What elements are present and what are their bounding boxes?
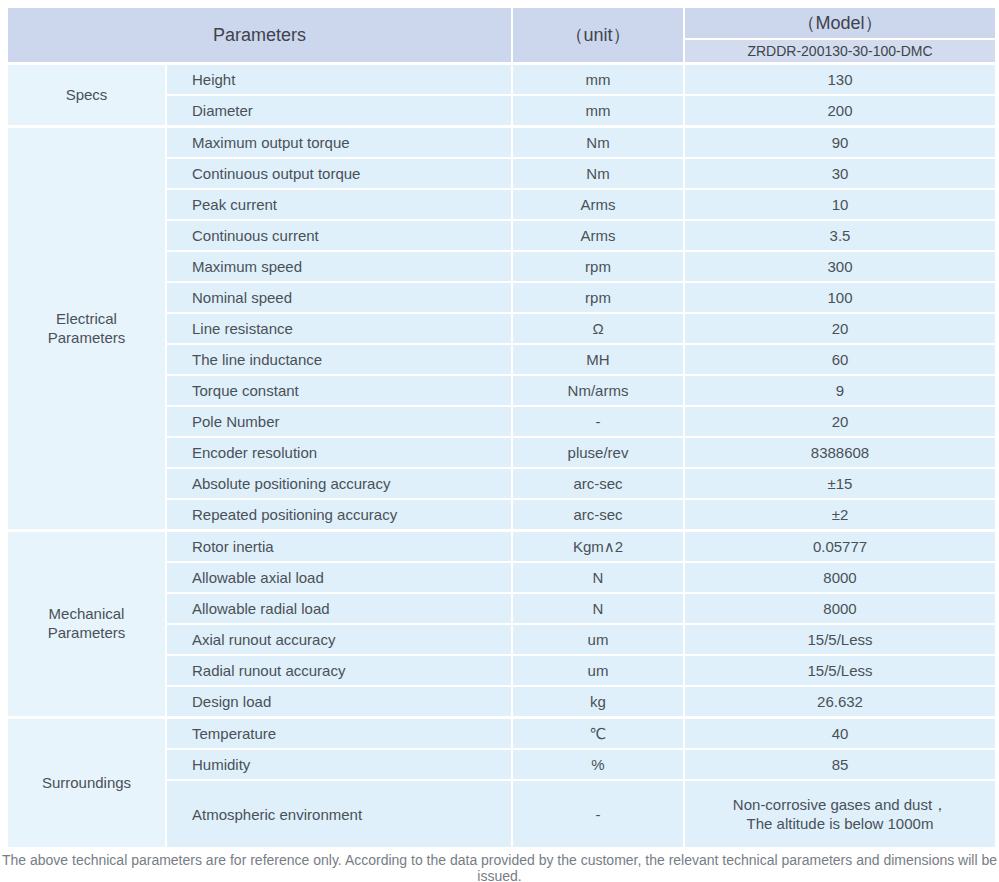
parameter-name: Allowable radial load xyxy=(167,594,511,623)
parameter-value: ±15 xyxy=(685,469,995,498)
parameter-value: 9 xyxy=(685,376,995,405)
parameter-unit: um xyxy=(513,625,683,654)
parameter-name: Maximum speed xyxy=(167,252,511,281)
parameter-name: Height xyxy=(167,65,511,94)
parameter-unit: arc-sec xyxy=(513,469,683,498)
parameter-unit: Arms xyxy=(513,221,683,250)
parameter-value: 20 xyxy=(685,407,995,436)
parameter-value: 10 xyxy=(685,190,995,219)
header-parameters: Parameters xyxy=(8,8,511,62)
parameter-name: The line inductance xyxy=(167,345,511,374)
parameter-name: Radial runout accuracy xyxy=(167,656,511,685)
parameter-unit: mm xyxy=(513,96,683,125)
parameter-unit: kg xyxy=(513,687,683,716)
parameter-value: 90 xyxy=(685,128,995,157)
table-section: SurroundingsTemperature℃40 Humidity%85 Atm… xyxy=(8,719,995,847)
parameter-name: Design load xyxy=(167,687,511,716)
parameter-value: 15/5/Less xyxy=(685,625,995,654)
parameter-value: 60 xyxy=(685,345,995,374)
table-section: SpecsHeightmm130 Diametermm200 xyxy=(8,65,995,125)
parameter-name: Diameter xyxy=(167,96,511,125)
group-label: Specs xyxy=(8,65,165,125)
parameter-unit: Kgm∧2 xyxy=(513,532,683,561)
parameter-name: Torque constant xyxy=(167,376,511,405)
parameter-unit: rpm xyxy=(513,283,683,312)
parameter-name: Line resistance xyxy=(167,314,511,343)
parameter-unit: Arms xyxy=(513,190,683,219)
group-label: Mechanical Parameters xyxy=(8,532,165,716)
parameter-unit: mm xyxy=(513,65,683,94)
parameter-name: Peak current xyxy=(167,190,511,219)
header-model-code: ZRDDR-200130-30-100-DMC xyxy=(685,40,995,62)
parameter-value: 26.632 xyxy=(685,687,995,716)
parameter-value: 20 xyxy=(685,314,995,343)
table-section: Electrical ParametersMaximum output torq… xyxy=(8,128,995,529)
table-header: Parameters （unit） （Model） ZRDDR-200130-3… xyxy=(8,8,995,62)
parameter-name: Continuous output torque xyxy=(167,159,511,188)
parameter-name: Atmospheric environment xyxy=(167,781,511,847)
parameter-unit: N xyxy=(513,563,683,592)
parameter-unit: um xyxy=(513,656,683,685)
parameter-unit: N xyxy=(513,594,683,623)
parameter-name: Repeated positioning accuracy xyxy=(167,500,511,529)
parameter-name: Axial runout accuracy xyxy=(167,625,511,654)
parameter-value: 8000 xyxy=(685,563,995,592)
parameter-unit: - xyxy=(513,781,683,847)
parameter-value: 30 xyxy=(685,159,995,188)
parameter-unit: Ω xyxy=(513,314,683,343)
parameter-unit: Nm/arms xyxy=(513,376,683,405)
parameter-unit: Nm xyxy=(513,128,683,157)
group-label: Surroundings xyxy=(8,719,165,847)
parameter-value: 8000 xyxy=(685,594,995,623)
parameter-value: 85 xyxy=(685,750,995,779)
parameter-value: ±2 xyxy=(685,500,995,529)
parameter-name: Maximum output torque xyxy=(167,128,511,157)
parameter-unit: arc-sec xyxy=(513,500,683,529)
parameter-value: 300 xyxy=(685,252,995,281)
parameter-name: Rotor inertia xyxy=(167,532,511,561)
parameter-unit: rpm xyxy=(513,252,683,281)
table-body: SpecsHeightmm130 Diametermm200 Electrical … xyxy=(8,65,995,847)
parameter-unit: MH xyxy=(513,345,683,374)
parameter-unit: Nm xyxy=(513,159,683,188)
parameter-value: 200 xyxy=(685,96,995,125)
header-model: （Model） xyxy=(685,8,995,38)
parameter-value: Non-corrosive gases and dust， The altitu… xyxy=(685,781,995,847)
parameter-name: Encoder resolution xyxy=(167,438,511,467)
parameter-name: Pole Number xyxy=(167,407,511,436)
parameter-unit: % xyxy=(513,750,683,779)
parameter-name: Temperature xyxy=(167,719,511,748)
group-label: Electrical Parameters xyxy=(8,128,165,529)
header-unit: （unit） xyxy=(513,8,683,62)
parameter-value: 8388608 xyxy=(685,438,995,467)
parameter-value: 100 xyxy=(685,283,995,312)
table-section: Mechanical ParametersRotor inertiaKgm∧20… xyxy=(8,532,995,716)
parameter-value: 130 xyxy=(685,65,995,94)
parameter-name: Humidity xyxy=(167,750,511,779)
spec-table: Parameters （unit） （Model） ZRDDR-200130-3… xyxy=(8,8,995,847)
parameter-value: 40 xyxy=(685,719,995,748)
parameter-unit: pluse/rev xyxy=(513,438,683,467)
parameter-unit: - xyxy=(513,407,683,436)
parameter-value: 15/5/Less xyxy=(685,656,995,685)
footer-note: The above technical parameters are for r… xyxy=(0,852,999,882)
parameter-value: 3.5 xyxy=(685,221,995,250)
parameter-name: Continuous current xyxy=(167,221,511,250)
parameter-unit: ℃ xyxy=(513,719,683,748)
parameter-name: Allowable axial load xyxy=(167,563,511,592)
parameter-value: 0.05777 xyxy=(685,532,995,561)
parameter-name: Absolute positioning accuracy xyxy=(167,469,511,498)
parameter-name: Nominal speed xyxy=(167,283,511,312)
